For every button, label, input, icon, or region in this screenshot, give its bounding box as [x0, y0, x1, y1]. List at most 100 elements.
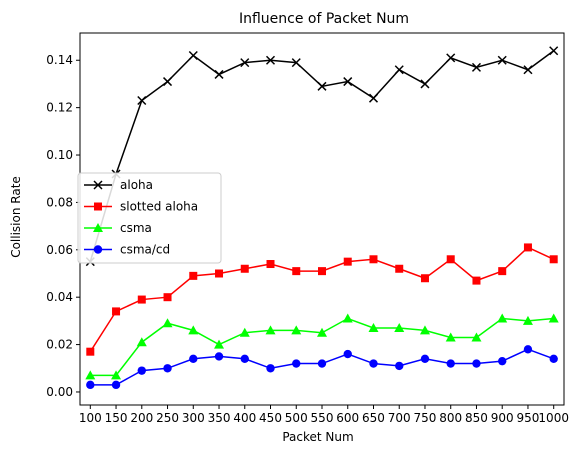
data-point-0-stroke: [163, 77, 173, 87]
x-tick-label: 250: [156, 411, 179, 425]
data-point-0-stroke: [240, 58, 250, 68]
data-point-0-stroke: [265, 55, 276, 65]
x-tick-label: 700: [388, 411, 411, 425]
y-tick-label: 0.14: [46, 53, 73, 67]
legend-label: csma: [120, 221, 152, 235]
data-point-1: [369, 255, 378, 264]
y-tick-label: 0.02: [46, 338, 73, 352]
data-point-2: [368, 322, 379, 332]
y-tick-label: 0.10: [46, 148, 73, 162]
data-point-3: [240, 354, 249, 363]
data-point-2: [111, 370, 122, 380]
data-point-0-stroke: [137, 95, 147, 106]
data-point-2: [291, 325, 302, 335]
data-point-3: [498, 356, 507, 366]
data-point-2: [497, 313, 508, 323]
data-point-1: [318, 267, 326, 276]
data-point-2: [162, 318, 173, 328]
data-point-1: [395, 264, 404, 273]
x-tick-label: 900: [491, 411, 514, 425]
data-point-0-stroke: [188, 50, 198, 61]
data-point-0: [291, 58, 301, 68]
data-point-0: [188, 50, 198, 61]
x-axis-label: Packet Num: [282, 430, 353, 444]
data-point-2: [471, 332, 482, 342]
data-point-3: [549, 354, 558, 363]
data-point-2: [394, 322, 405, 332]
x-tick-label: 500: [285, 411, 308, 425]
x-tick-label: 150: [105, 411, 128, 425]
data-point-0-stroke: [343, 77, 353, 87]
x-tick-label: 200: [130, 411, 153, 425]
data-point-3: [86, 380, 95, 390]
data-point-2: [445, 332, 456, 342]
y-tick-label: 0.08: [46, 195, 73, 209]
plot-area: 0.00 0.02 0.04 0.06 0.08 0.10 0.12 0.14 100 150 20…: [46, 32, 569, 425]
data-point-2: [548, 313, 559, 323]
data-point-1: [446, 255, 455, 264]
data-point-3: [523, 345, 533, 354]
x-tick-label: 600: [336, 411, 359, 425]
x-tick-label: 850: [465, 411, 488, 425]
data-point-0: [214, 69, 224, 79]
legend-marker: [93, 245, 103, 254]
legend-label: slotted aloha: [120, 200, 198, 214]
data-point-1: [343, 257, 352, 266]
data-point-1: [523, 243, 532, 252]
data-point-0-stroke: [446, 53, 456, 63]
data-point-0-stroke: [523, 65, 533, 75]
data-point-0-stroke: [317, 81, 327, 91]
data-point-1: [163, 293, 172, 302]
x-tick-label: 550: [311, 411, 334, 425]
data-point-1: [292, 267, 301, 276]
legend-marker-stroke: [93, 180, 103, 190]
data-point-0: [420, 79, 430, 89]
data-point-0-stroke: [549, 46, 559, 56]
data-point-0-stroke: [471, 62, 481, 72]
x-tick-label: 350: [208, 411, 231, 425]
data-point-0: [368, 93, 379, 103]
data-point-0: [343, 77, 353, 87]
legend: aloha slotted aloha csma csma/cd: [77, 172, 222, 264]
data-point-0-stroke: [497, 55, 507, 65]
data-point-3: [369, 359, 378, 368]
data-point-0: [137, 95, 147, 106]
data-point-0: [497, 55, 507, 65]
data-point-1: [189, 271, 198, 280]
x-tick-label: 650: [362, 411, 385, 425]
data-point-2: [85, 370, 96, 380]
data-point-3: [292, 359, 301, 368]
data-point-1: [215, 269, 224, 278]
legend-marker: [93, 223, 103, 232]
x-tick-label: 800: [439, 411, 462, 425]
y-tick-label: 0.00: [46, 385, 73, 399]
data-point-1: [472, 276, 481, 285]
data-point-2: [342, 313, 353, 323]
data-point-0: [163, 77, 173, 87]
data-point-2: [239, 327, 250, 337]
legend-marker: [93, 180, 103, 190]
x-tick-label: 950: [517, 411, 540, 425]
data-point-3: [395, 361, 404, 371]
data-point-1: [420, 274, 429, 283]
data-point-3: [472, 359, 481, 368]
data-point-2: [317, 327, 327, 337]
data-point-0: [549, 46, 559, 56]
chart-title: Influence of Packet Num: [239, 11, 409, 27]
data-point-3: [317, 359, 327, 368]
x-tick-label: 1000: [538, 411, 569, 425]
data-point-1: [112, 307, 121, 316]
data-point-3: [214, 352, 224, 361]
data-point-3: [137, 366, 146, 375]
data-point-1: [240, 264, 249, 273]
data-point-0: [265, 55, 276, 65]
data-point-2: [265, 325, 276, 335]
x-tick-label: 750: [414, 411, 437, 425]
legend-marker: [94, 202, 102, 211]
data-point-3: [189, 354, 198, 363]
x-tick-label: 300: [182, 411, 205, 425]
data-point-0: [471, 62, 481, 72]
x-tick-label: 400: [233, 411, 256, 425]
